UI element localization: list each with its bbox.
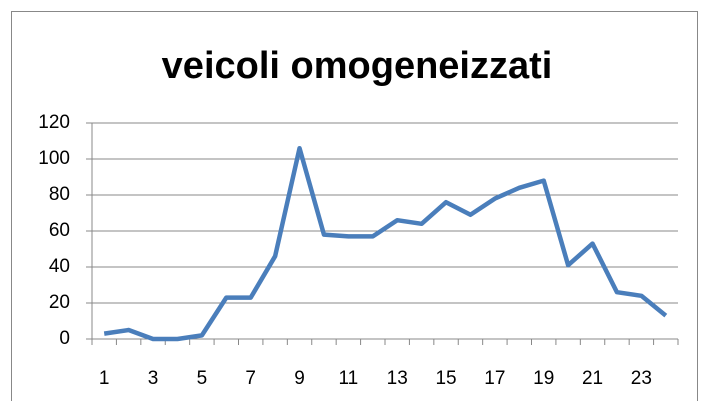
x-tick-label: 11: [339, 368, 359, 389]
x-tick-label: 5: [197, 368, 208, 389]
chart-title: veicoli omogeneizzati: [162, 45, 553, 87]
x-tick-label: 15: [435, 368, 456, 389]
y-tick-label: 100: [38, 148, 70, 169]
y-tick-label: 60: [49, 220, 70, 241]
x-tick-label: 23: [631, 368, 652, 389]
y-tick-label: 120: [38, 112, 70, 133]
x-tick-label: 9: [294, 368, 305, 389]
y-tick-label: 80: [49, 184, 70, 205]
x-tick-label: 21: [582, 368, 603, 389]
x-tick-label: 19: [533, 368, 554, 389]
y-tick-label: 40: [49, 256, 70, 277]
x-tick-label: 3: [148, 368, 159, 389]
y-tick-label: 0: [59, 328, 70, 349]
x-tick-label: 13: [387, 368, 408, 389]
chart-border: [11, 11, 698, 406]
x-tick-label: 1: [99, 368, 110, 389]
x-tick-label: 17: [484, 368, 505, 389]
data-line: [103, 145, 668, 342]
x-tick-label: 7: [245, 368, 256, 389]
y-tick-label: 20: [49, 292, 70, 313]
